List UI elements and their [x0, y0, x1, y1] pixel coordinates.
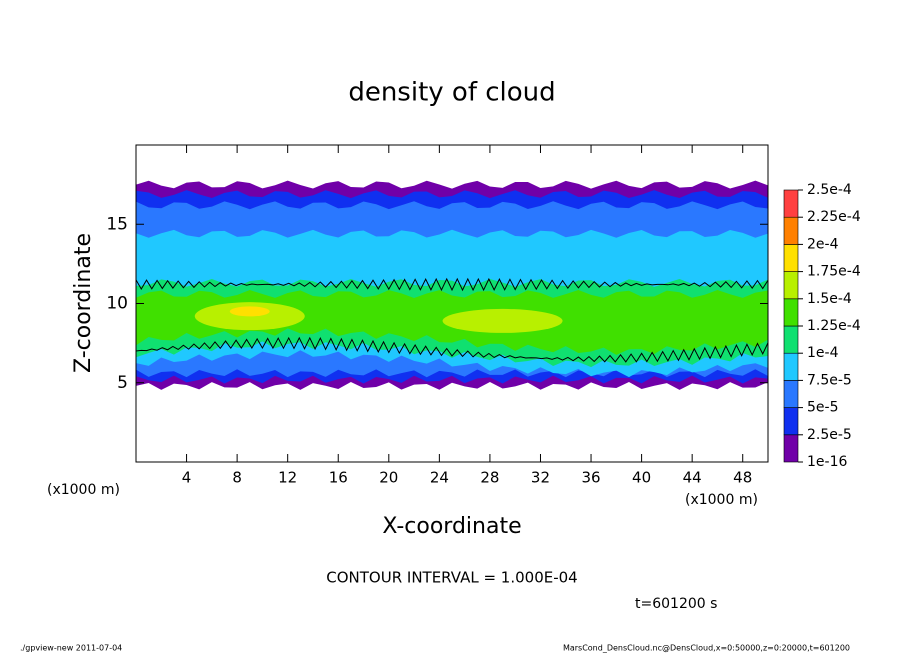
colorbar-label: 1.5e-4: [807, 291, 852, 307]
x-tick-label: 12: [278, 469, 297, 487]
colorbar-box: [783, 298, 799, 327]
x-axis-label: X-coordinate: [382, 514, 521, 539]
colorbar-box: [783, 244, 799, 272]
x-tick-label: 20: [379, 469, 398, 487]
colorbar-box: [783, 352, 799, 381]
colorbar-label: 1.25e-4: [807, 318, 861, 334]
x-tick-label: 36: [581, 469, 600, 487]
x-tick-label: 48: [733, 469, 752, 487]
x-tick-label: 16: [329, 469, 348, 487]
x-tick-label: 40: [632, 469, 651, 487]
colorbar-label: 2e-4: [807, 236, 839, 252]
y-tick-label: 15: [106, 214, 128, 234]
colorbar-label: 2.5e-5: [807, 427, 852, 443]
contour-fill: [229, 306, 270, 317]
x-unit: (x1000 m): [685, 492, 758, 508]
colorbar-label: 7.5e-5: [807, 372, 852, 388]
colorbar-box: [783, 271, 799, 300]
chart-title: density of cloud: [348, 78, 555, 108]
x-tick-label: 32: [531, 469, 550, 487]
colorbar-label: 1e-4: [807, 345, 839, 361]
footer-left: ./gpview-new 2011-07-04: [20, 644, 122, 653]
x-tick-label: 4: [182, 469, 192, 487]
colorbar-label: 5e-5: [807, 400, 838, 416]
x-tick-label: 44: [683, 469, 702, 487]
colorbar-box: [783, 434, 799, 463]
x-tick-label: 24: [430, 469, 449, 487]
colorbar-label: 1.75e-4: [807, 264, 861, 280]
contour-interval: CONTOUR INTERVAL = 1.000E-04: [326, 569, 577, 587]
x-tick-label: 28: [480, 469, 499, 487]
y-unit: (x1000 m): [47, 482, 120, 498]
colorbar-label: 2.25e-4: [807, 209, 861, 225]
contour-fill: [442, 308, 563, 333]
footer-right: MarsCond_DensCloud.nc@DensCloud,x=0:5000…: [563, 644, 850, 653]
colorbar-label: 2.5e-4: [807, 182, 852, 198]
time-label: t=601200 s: [635, 596, 717, 612]
colorbar-box: [783, 380, 799, 408]
x-tick-label: 8: [232, 469, 242, 487]
colorbar-label: 1e-16: [807, 454, 847, 470]
y-tick-label: 5: [117, 373, 128, 393]
contour-line: [135, 336, 769, 363]
colorbar-box: [783, 407, 799, 436]
y-tick-label: 10: [106, 294, 128, 314]
contour-line: [135, 277, 769, 292]
colorbar-box: [783, 189, 799, 218]
colorbar-box: [783, 325, 799, 354]
y-axis-label: Z-coordinate: [71, 233, 96, 373]
colorbar-box: [783, 216, 799, 245]
